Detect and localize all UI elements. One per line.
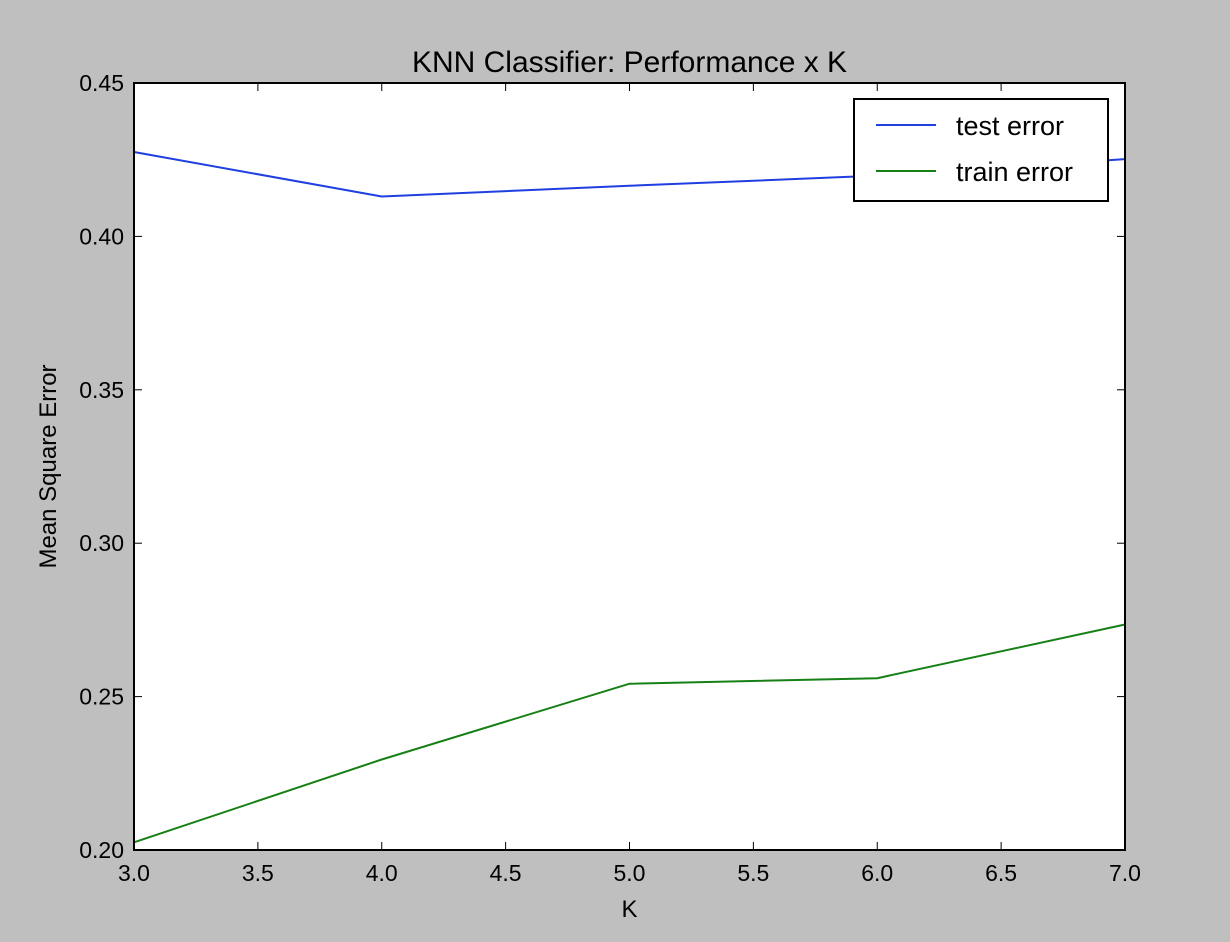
x-axis-label: K [621, 896, 637, 923]
x-tick-label: 6.5 [985, 860, 1017, 886]
plot-area [134, 83, 1125, 850]
axis-ticks: 3.0 3.5 4.0 4.5 5.0 5.5 6.0 6.5 7.0 0.20 0.25 0.30 0… [79, 70, 1141, 886]
x-tick-label: 4.5 [490, 860, 522, 886]
y-tick-label: 0.20 [79, 837, 124, 863]
x-tick-label: 5.5 [737, 860, 769, 886]
chart-title: KNN Classifier: Performance x K [412, 46, 847, 79]
x-tick-label: 7.0 [1109, 860, 1141, 886]
y-tick-label: 0.45 [79, 70, 124, 96]
y-tick-label: 0.40 [79, 223, 124, 249]
y-tick-label: 0.30 [79, 530, 124, 556]
x-tick-label: 6.0 [861, 860, 893, 886]
legend-label-train-error: train error [956, 157, 1073, 187]
x-tick-label: 5.0 [614, 860, 646, 886]
legend: test error train error [853, 98, 1109, 202]
x-tick-label: 3.0 [118, 860, 150, 886]
y-axis-label: Mean Square Error [35, 364, 62, 568]
x-tick-label: 4.0 [366, 860, 398, 886]
plot-frame [133, 82, 1126, 851]
y-tick-label: 0.35 [79, 377, 124, 403]
x-tick-label: 3.5 [242, 860, 274, 886]
y-tick-label: 0.25 [79, 684, 124, 710]
legend-label-test-error: test error [956, 111, 1064, 141]
legend-box [853, 98, 1109, 202]
